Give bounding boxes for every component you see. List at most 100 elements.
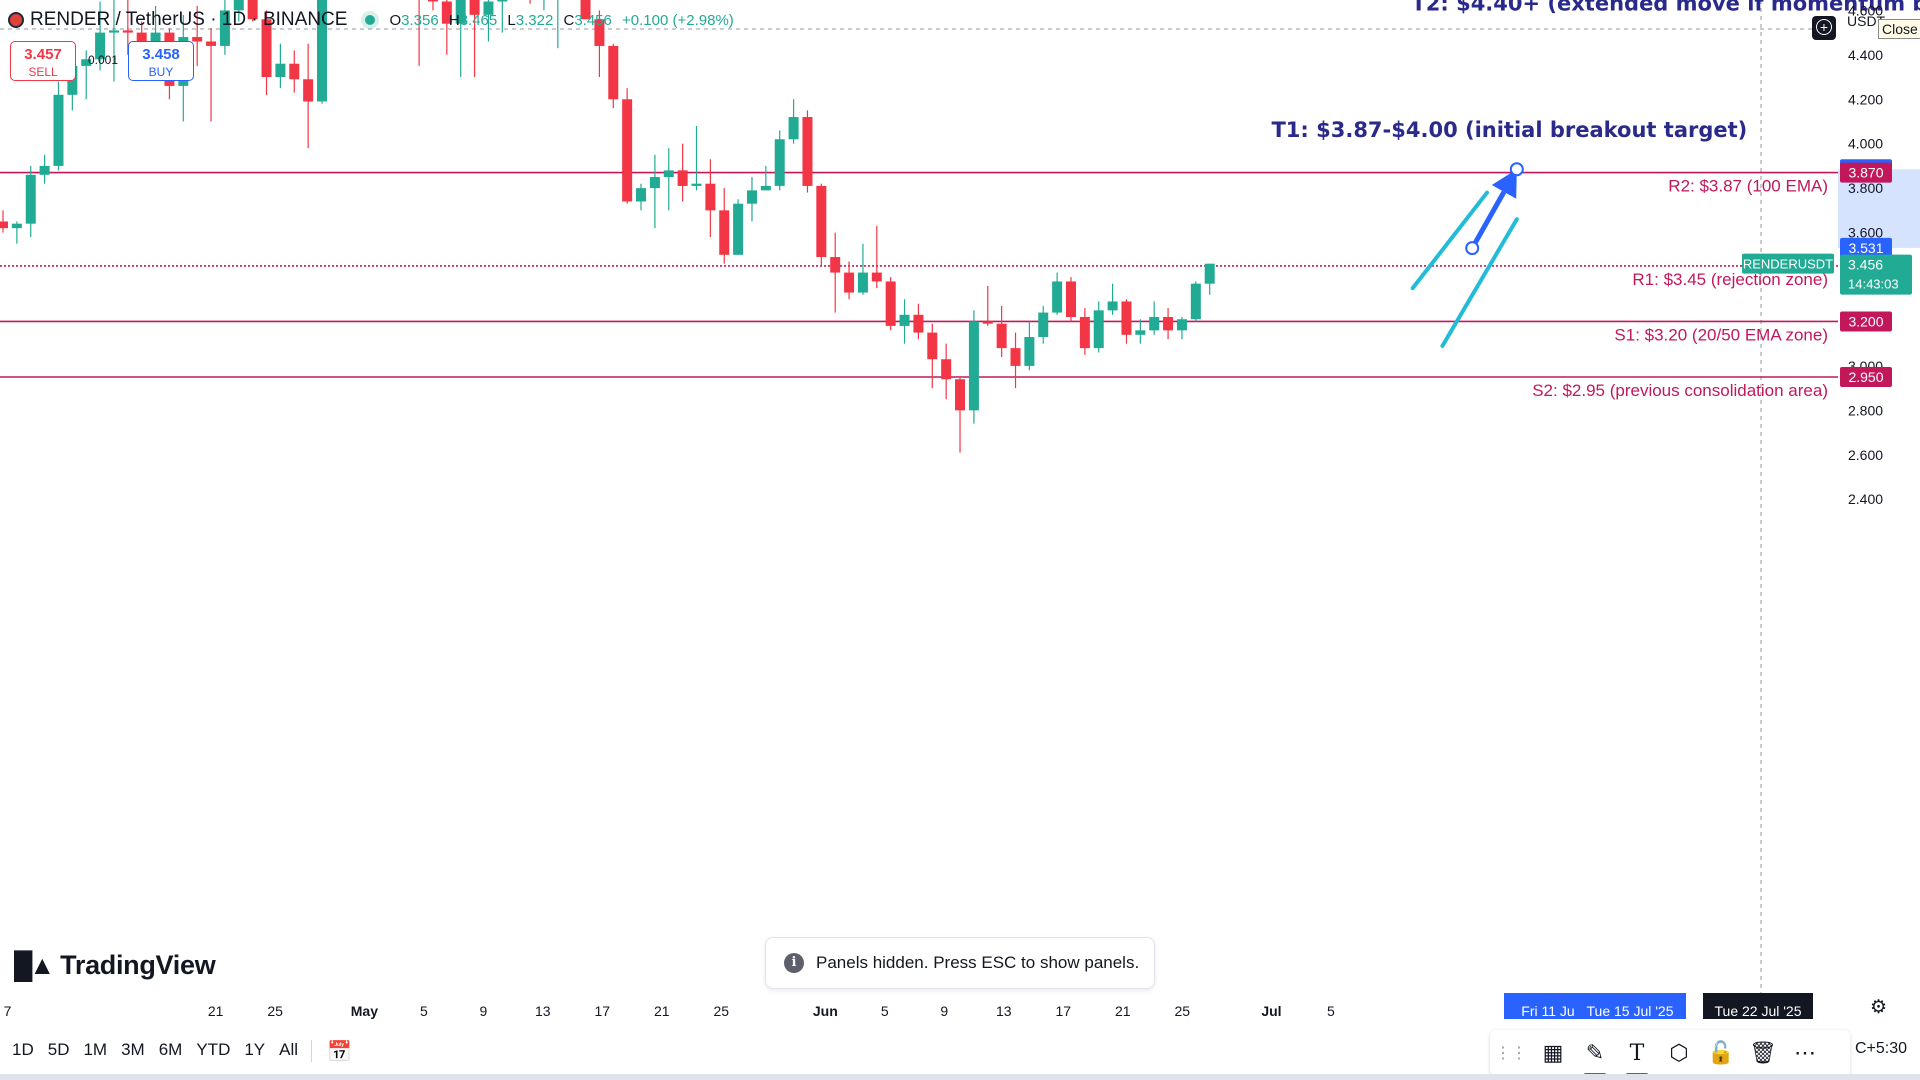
candle <box>996 305 1007 358</box>
close-tooltip: Close <box>1878 19 1920 39</box>
candle-body <box>649 177 660 189</box>
candle-body <box>95 32 106 60</box>
level-tag-3-box <box>1840 367 1892 388</box>
candle <box>733 199 744 255</box>
symbol-title[interactable]: RENDER / TetherUS · 1D · BINANCE <box>30 9 348 30</box>
add-plus-icon[interactable]: + <box>1812 16 1836 40</box>
candle <box>11 221 22 244</box>
candle <box>982 285 993 326</box>
level-label-0: R2: $3.87 (100 EMA) <box>1668 177 1828 196</box>
range-1m[interactable]: 1M <box>83 1040 108 1059</box>
y-tick-label: 4.600 <box>1848 2 1883 18</box>
candle <box>1010 332 1021 389</box>
candle <box>497 0 508 33</box>
candle <box>1190 281 1201 322</box>
candle-body <box>677 170 688 186</box>
candle-body <box>1149 317 1160 331</box>
range-all[interactable]: All <box>279 1040 299 1059</box>
symbol-tag-box <box>1742 253 1834 274</box>
price-tag-1-box <box>1840 237 1892 258</box>
candle-body <box>968 321 979 411</box>
candle-body <box>996 323 1007 349</box>
candle-body <box>206 41 217 46</box>
candle <box>719 188 730 264</box>
text-tool-icon[interactable]: T <box>1616 1041 1658 1076</box>
candle-body <box>275 63 286 78</box>
range-ytd[interactable]: YTD <box>196 1040 231 1059</box>
candle <box>81 50 92 100</box>
candle-body <box>1079 317 1090 349</box>
candle <box>1065 277 1076 322</box>
level-tag-2-box <box>1840 311 1892 332</box>
buy-button[interactable]: 3.458 BUY <box>128 41 194 81</box>
candle <box>746 177 757 222</box>
candle <box>1176 317 1187 340</box>
widgets-icon[interactable]: ▦ <box>1542 1040 1564 1065</box>
brush-icon[interactable]: ✎ <box>1574 1040 1616 1076</box>
x-tick-label: 9 <box>940 1003 948 1019</box>
toast-text: Panels hidden. Press ESC to show panels. <box>816 953 1140 972</box>
x-tick-label: 17 <box>595 1003 611 1019</box>
candle-body <box>760 185 771 191</box>
bottom-toolbar: 1D 5D 1M 3M 6M YTD 1Y All 📅 ⋮⋮ ▦ ✎ T ⬡ 🔓… <box>0 1030 1920 1080</box>
candle-body <box>830 257 841 273</box>
drag-handle-icon[interactable]: ⋮⋮ <box>1495 1045 1527 1062</box>
scroll-strip <box>0 1074 1920 1080</box>
candle-body <box>81 59 92 66</box>
more-options-icon[interactable]: ⋯ <box>1794 1040 1816 1065</box>
candle-body <box>982 321 993 324</box>
x-tick-label: 5 <box>420 1003 428 1019</box>
candle-body <box>497 0 508 2</box>
level-tag-0-box <box>1840 162 1892 183</box>
calendar-goto-icon[interactable]: 📅 <box>327 1041 352 1063</box>
countdown-text: 14:43:03 <box>1848 277 1899 292</box>
range-3m[interactable]: 3M <box>121 1040 145 1059</box>
candle-body <box>844 272 855 293</box>
candle <box>219 0 230 55</box>
candle <box>247 0 258 22</box>
range-6m[interactable]: 6M <box>158 1040 183 1059</box>
hide-drawings-icon[interactable]: ⬡ <box>1669 1040 1689 1065</box>
candle <box>108 0 119 82</box>
level-label-2: S1: $3.20 (20/50 EMA zone) <box>1614 325 1828 344</box>
timezone-label[interactable]: C+5:30 <box>1855 1040 1908 1057</box>
candle-body <box>441 1 452 24</box>
candle <box>0 210 8 233</box>
candle <box>1121 299 1132 344</box>
x-tick-label: May <box>351 1003 378 1019</box>
candle <box>1038 305 1049 344</box>
symbol-tag-text: RENDERUSDT <box>1743 257 1833 272</box>
settings-gear-icon[interactable]: ⚙ <box>1870 997 1888 1018</box>
arrow-start-handle <box>1465 241 1480 256</box>
trash-icon[interactable]: 🗑 <box>1749 1040 1777 1065</box>
candle-body <box>219 10 230 46</box>
x-tick-label: 13 <box>996 1003 1012 1019</box>
candle-body <box>927 332 938 360</box>
level-tag-2-text: 3.200 <box>1848 313 1883 329</box>
price-chart[interactable]: R2: $3.87 (100 EMA) R1: $3.45 (rejection … <box>0 0 1920 1030</box>
candle <box>913 303 924 340</box>
lock-icon[interactable]: 🔓 <box>1707 1040 1735 1065</box>
candle-body <box>1107 301 1118 311</box>
range-1y[interactable]: 1Y <box>244 1040 266 1059</box>
y-tick-label: 4.200 <box>1848 91 1883 107</box>
candle <box>941 343 952 400</box>
candle-body <box>733 203 744 255</box>
candle-body <box>788 117 799 140</box>
candle <box>636 183 647 211</box>
candle <box>1163 308 1174 340</box>
candle-body <box>774 139 785 186</box>
currency-label[interactable]: USDT <box>1847 13 1886 29</box>
tradingview-logo[interactable]: █▲ TradingView <box>14 950 216 980</box>
y-tick-label: 2.800 <box>1848 402 1883 418</box>
candle <box>802 110 813 193</box>
candle <box>691 125 702 191</box>
range-1d[interactable]: 1D <box>12 1040 34 1059</box>
range-5d[interactable]: 5D <box>47 1040 70 1059</box>
candle-body <box>303 79 314 102</box>
candle-body <box>816 185 827 258</box>
level-label-3: S2: $2.95 (previous consolidation area) <box>1532 381 1828 400</box>
drawing-toolbar: ⋮⋮ ▦ ✎ T ⬡ 🔓 🗑 ⋯ <box>1490 1030 1850 1076</box>
candle <box>830 232 841 313</box>
sell-button[interactable]: 3.457 SELL <box>10 41 76 81</box>
